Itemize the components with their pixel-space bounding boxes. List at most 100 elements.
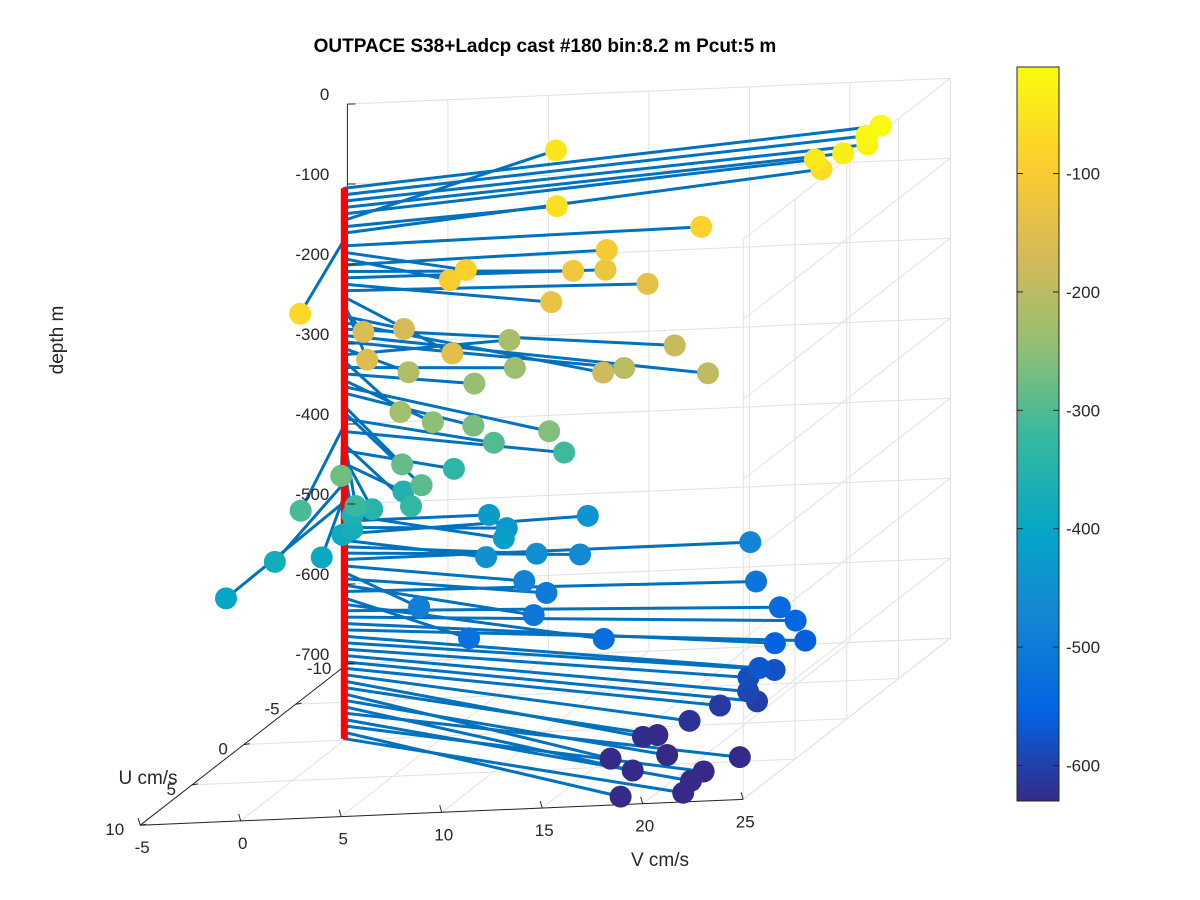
data-marker: [389, 401, 412, 424]
data-marker: [498, 329, 521, 352]
data-marker: [410, 474, 433, 497]
data-marker: [478, 503, 501, 526]
x-tick-label: -5: [264, 699, 279, 718]
data-marker: [784, 609, 807, 632]
stem-line: [342, 577, 548, 595]
stem-line: [342, 410, 424, 487]
stem-line: [342, 225, 703, 248]
data-marker: [804, 148, 827, 171]
data-marker: [522, 604, 545, 627]
stem-line: [342, 737, 685, 795]
data-marker: [215, 587, 238, 610]
data-marker: [441, 342, 464, 365]
data-marker: [475, 546, 498, 569]
y-tick-label: 20: [635, 817, 654, 836]
data-marker: [663, 334, 686, 357]
data-marker: [656, 744, 679, 767]
data-marker: [263, 550, 286, 573]
x-tick-label: 10: [105, 820, 124, 839]
data-marker: [438, 269, 461, 292]
data-marker: [392, 317, 415, 340]
data-marker: [594, 258, 617, 281]
y-axis-ticks: -5 0 5 10 15 20 25: [135, 792, 755, 857]
stem-line: [342, 340, 626, 370]
colorbar-ticks: -100 -200 -300 -400 -500 -600: [1017, 165, 1100, 775]
stem-line: [299, 423, 346, 513]
stem-line: [342, 385, 551, 433]
data-marker: [832, 142, 855, 165]
data-marker: [361, 498, 384, 521]
data-marker: [525, 542, 548, 565]
data-marker: [636, 272, 659, 295]
data-marker: [745, 570, 768, 593]
data-marker: [562, 259, 585, 282]
colorbar-tick-label: -300: [1066, 401, 1100, 420]
x-tick-label: 0: [218, 740, 227, 759]
data-marker: [613, 357, 636, 380]
stem-line: [342, 634, 761, 670]
data-marker: [454, 258, 477, 281]
data-marker: [576, 504, 599, 527]
data-marker: [632, 725, 655, 748]
x-tick-label: -10: [307, 659, 332, 678]
stem-line: [342, 417, 496, 445]
stem-line: [342, 564, 526, 583]
data-marker: [391, 453, 414, 476]
data-marker: [344, 494, 367, 517]
data-marker: [609, 785, 632, 808]
stem-line: [342, 430, 566, 455]
stem-line: [342, 282, 553, 304]
colorbar-tick-label: -500: [1066, 638, 1100, 657]
data-marker: [462, 414, 485, 437]
data-marker: [535, 581, 558, 604]
data-marker: [768, 596, 791, 619]
y-tick-label: 5: [338, 830, 347, 849]
stem-line: [298, 238, 346, 316]
data-marker: [696, 362, 719, 385]
data-marker: [592, 361, 615, 384]
x-axis-ticks: -10 -5 0 5 10: [105, 659, 354, 839]
data-marker: [397, 361, 420, 384]
data-marker: [492, 527, 515, 550]
data-marker: [421, 411, 444, 434]
data-marker: [352, 320, 375, 343]
data-marker: [621, 759, 644, 782]
data-marker: [544, 139, 567, 162]
stem-line: [342, 628, 807, 643]
data-marker: [763, 632, 786, 655]
stem-line: [342, 148, 558, 222]
stem-line: [342, 124, 883, 190]
data-marker: [690, 215, 713, 238]
stem-line: [342, 692, 613, 761]
data-marker: [330, 464, 353, 487]
data-marker: [289, 302, 312, 325]
z-tick-label: -200: [295, 245, 329, 264]
stem-line: [342, 730, 623, 799]
data-marker: [869, 114, 892, 137]
data-marker: [678, 709, 701, 732]
data-marker: [289, 499, 312, 522]
y-tick-label: 0: [238, 834, 247, 853]
data-marker: [748, 657, 771, 680]
stem-line: [342, 686, 659, 737]
data-marker: [442, 457, 465, 480]
data-marker: [356, 348, 379, 371]
stem-line: [342, 641, 777, 672]
z-axis-ticks: 0 -100 -200 -300 -400 -500 -600 -700: [295, 85, 356, 665]
data-marker: [408, 596, 431, 619]
stem-line: [342, 282, 650, 293]
x-tick-label: 5: [167, 780, 176, 799]
z-tick-label: -700: [295, 645, 329, 664]
colorbar-tick-label: -200: [1066, 283, 1100, 302]
z-tick-label: -300: [295, 325, 329, 344]
stem-line: [342, 167, 823, 235]
data-marker: [482, 431, 505, 454]
y-tick-label: 15: [535, 821, 554, 840]
data-marker: [592, 627, 615, 650]
y-axis-label: V cm/s: [631, 850, 689, 871]
y-tick-label: 10: [434, 825, 453, 844]
data-marker: [569, 543, 592, 566]
colorbar: [1016, 66, 1060, 802]
data-marker: [739, 531, 762, 554]
